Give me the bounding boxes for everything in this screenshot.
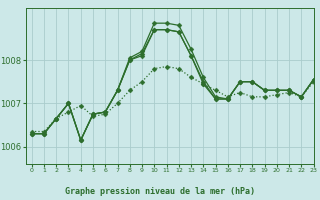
Text: Graphe pression niveau de la mer (hPa): Graphe pression niveau de la mer (hPa): [65, 187, 255, 196]
